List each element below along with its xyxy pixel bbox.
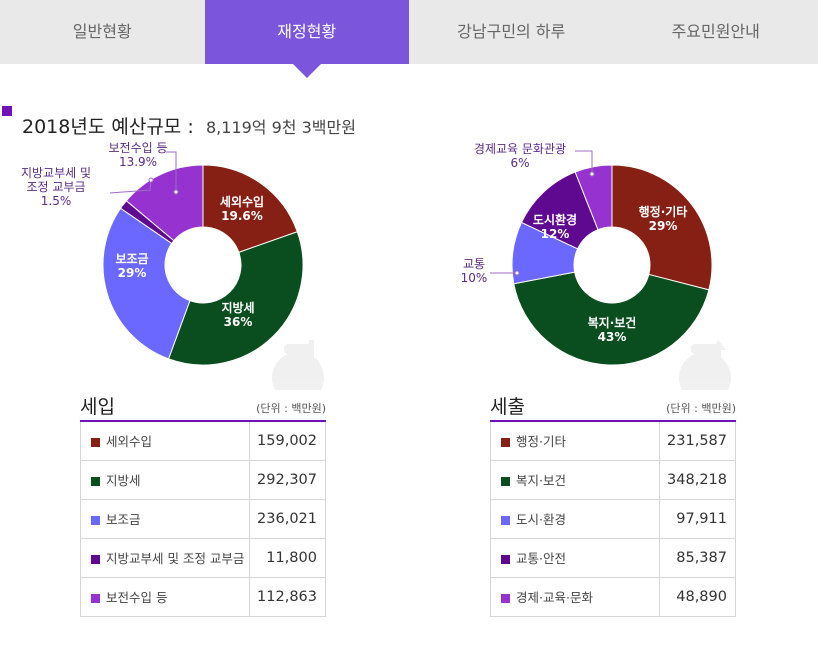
table-row: 도시·환경 97,911	[490, 498, 736, 539]
data-label: 보전수입 등 13.9%	[108, 141, 167, 169]
revenue-row-value: 11,800	[249, 537, 326, 578]
expenditure-row-label-text: 교통·안전	[516, 551, 566, 566]
expenditure-donut-chart: 행정·기타 29% 복지·보건 43% 교통 10% 도시환경 12% 경제교육 문화관광 6%	[461, 142, 713, 366]
revenue-row-value: 112,863	[249, 576, 326, 617]
data-label: 도시환경 12%	[533, 212, 577, 241]
leader-dot	[514, 270, 520, 276]
pie-slice	[102, 207, 191, 360]
revenue-row-value: 292,307	[249, 459, 326, 500]
heading-marker	[2, 106, 12, 116]
legend-swatch	[91, 555, 100, 564]
table-row: 지방교부세 및 조정 교부금 11,800	[80, 537, 326, 578]
data-label: 보조금 29%	[115, 252, 148, 280]
revenue-row-label: 보전수입 등	[80, 576, 250, 617]
table-row: 복지·보건 348,218	[490, 459, 736, 500]
table-row: 지방세 292,307	[80, 459, 326, 500]
revenue-row-label-text: 보전수입 등	[106, 590, 168, 605]
expenditure-row-value: 97,911	[659, 498, 736, 539]
legend-swatch	[501, 594, 510, 603]
money-bag-up-icon	[679, 340, 731, 390]
pie-slice	[167, 231, 304, 366]
table-row: 경제·교육·문화 48,890	[490, 576, 736, 617]
money-bag-down-icon	[272, 340, 324, 390]
expenditure-row-value: 85,387	[659, 537, 736, 578]
expenditure-title: 세출	[490, 396, 525, 418]
leader-dot	[589, 171, 595, 177]
leader-line	[166, 151, 177, 192]
tab-general[interactable]: 일반현황	[72, 22, 132, 41]
pie-slice	[125, 164, 204, 242]
revenue-row-label-text: 세외수입	[106, 434, 153, 450]
budget-charts: 세외수입 19.6% 지방세 36% 보조금 29% 지방교부세 및 조정 교부금 1.5% 보전…	[21, 141, 731, 390]
expenditure-row-value: 348,218	[659, 459, 736, 500]
revenue-table: 세외수입 159,002 지방세 292,307 보조금 236,021 지방교부세 및 조…	[80, 420, 326, 617]
legend-swatch	[91, 516, 100, 525]
expenditure-row-label-text: 도시·환경	[516, 512, 566, 527]
expenditure-row-label-text: 복지·보건	[516, 473, 566, 488]
revenue-row-label: 지방교부세 및 조정 교부금	[80, 537, 250, 578]
revenue-unit: (단위 : 백만원)	[256, 402, 326, 415]
pie-slice	[202, 164, 298, 253]
legend-swatch	[501, 555, 510, 564]
revenue-row-label: 세외수입	[80, 420, 250, 461]
leader-dot	[148, 177, 154, 183]
tab-civil-service[interactable]: 주요민원안내	[671, 22, 760, 41]
expenditure-table: 행정·기타 231,587 복지·보건 348,218 도시·환경 97,911 교통·안전…	[490, 420, 736, 617]
pie-slice	[513, 271, 710, 366]
revenue-row-label-text: 지방세	[106, 473, 141, 488]
legend-swatch	[501, 516, 510, 525]
table-row: 세외수입 159,002	[80, 420, 326, 461]
legend-swatch	[91, 477, 100, 486]
data-label: 경제교육 문화관광 6%	[474, 142, 566, 170]
data-label: 복지·보건 43%	[588, 315, 637, 344]
pie-slice	[611, 164, 713, 291]
revenue-row-value: 159,002	[249, 420, 326, 461]
expenditure-row-label: 복지·보건	[490, 459, 660, 500]
table-row: 보조금 236,021	[80, 498, 326, 539]
data-label: 교통 10%	[461, 257, 488, 285]
data-label: 세외수입 19.6%	[220, 194, 264, 223]
data-label: 지방교부세 및 조정 교부금 1.5%	[21, 166, 91, 208]
legend-swatch	[91, 594, 100, 603]
legend-swatch	[91, 438, 100, 448]
table-row: 보전수입 등 112,863	[80, 576, 326, 617]
legend-swatch	[501, 477, 510, 486]
tab-finance[interactable]: 재정현황	[204, 0, 409, 78]
expenditure-row-value: 231,587	[659, 420, 736, 461]
section-tabs: 일반현황 재정현황 강남구민의 하루 주요민원안내	[0, 0, 818, 78]
leader-dot	[173, 189, 179, 195]
data-label: 행정·기타 29%	[639, 204, 688, 233]
revenue-donut-chart: 세외수입 19.6% 지방세 36% 보조금 29% 지방교부세 및 조정 교부금 1.5% 보전…	[21, 141, 304, 366]
expenditure-unit: (단위 : 백만원)	[666, 402, 736, 415]
revenue-row-label: 지방세	[80, 459, 250, 500]
leader-line	[109, 179, 152, 194]
expenditure-row-value: 48,890	[659, 576, 736, 617]
revenue-row-label-text: 지방교부세 및 조정 교부금	[106, 551, 245, 566]
expenditure-row-label: 교통·안전	[490, 537, 660, 578]
expenditure-row-label-text: 경제·교육·문화	[516, 590, 593, 605]
expenditure-row-label: 도시·환경	[490, 498, 660, 539]
table-row: 행정·기타 231,587	[490, 420, 736, 461]
leader-line	[575, 150, 593, 174]
revenue-row-label: 보조금	[80, 498, 250, 539]
revenue-row-value: 236,021	[249, 498, 326, 539]
table-row: 교통·안전 85,387	[490, 537, 736, 578]
data-label: 지방세 36%	[221, 300, 254, 329]
revenue-title: 세입	[80, 396, 115, 418]
budget-value: 8,119억 9천 3백만원	[206, 118, 356, 137]
legend-swatch	[501, 438, 510, 448]
expenditure-row-label: 행정·기타	[490, 420, 660, 461]
budget-title: 2018년도 예산규모 :	[22, 116, 194, 138]
revenue-row-label-text: 보조금	[106, 512, 141, 527]
tab-daily-life[interactable]: 강남구민의 하루	[457, 22, 566, 41]
expenditure-row-label: 경제·교육·문화	[490, 576, 660, 617]
expenditure-row-label-text: 행정·기타	[516, 434, 566, 450]
pie-slice	[574, 164, 613, 231]
